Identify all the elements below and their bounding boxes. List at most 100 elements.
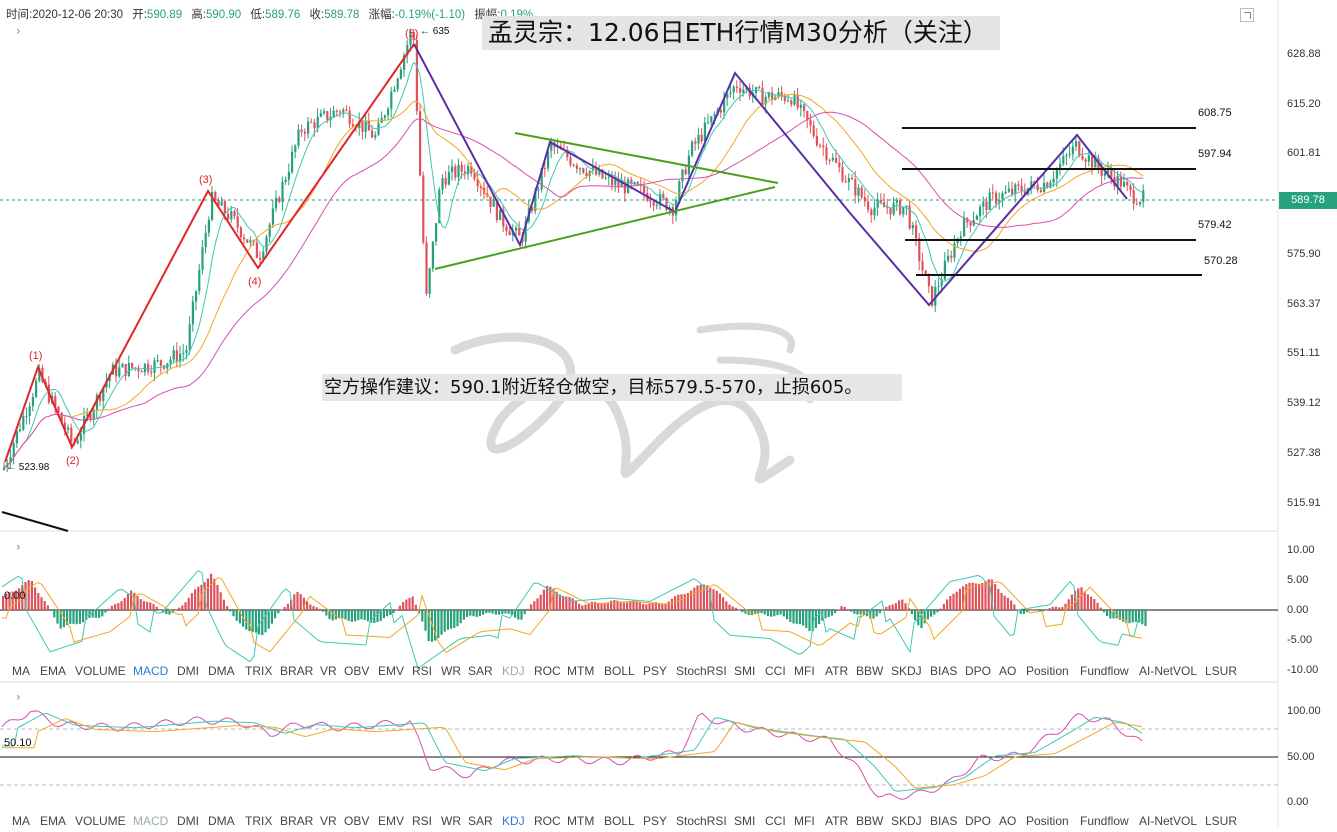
lower-tab-bbw[interactable]: BBW (856, 814, 884, 828)
upper-tab-volume[interactable]: VOLUME (75, 664, 126, 678)
lower-tab-dma[interactable]: DMA (208, 814, 235, 828)
macd-histogram-bar (725, 601, 728, 610)
candle-body (1107, 170, 1110, 173)
candle-body (953, 243, 956, 258)
upper-tab-atr[interactable]: ATR (825, 664, 849, 678)
lower-tab-skdj[interactable]: SKDJ (891, 814, 922, 828)
lower-tab-sar[interactable]: SAR (468, 814, 493, 828)
lower-tab-ai-netvol[interactable]: AI-NetVOL (1139, 814, 1198, 828)
chevron-right-icon[interactable]: › (16, 540, 21, 554)
upper-tab-roc[interactable]: ROC (534, 664, 561, 678)
lower-tab-lsur[interactable]: LSUR (1205, 814, 1238, 828)
lower-tab-position[interactable]: Position (1026, 814, 1069, 828)
lower-tab-ma[interactable]: MA (12, 814, 30, 828)
macd-histogram-bar (1109, 610, 1112, 619)
upper-tab-obv[interactable]: OBV (344, 664, 370, 678)
lower-tab-macd[interactable]: MACD (133, 814, 169, 828)
open-label: 开: (132, 9, 147, 21)
upper-tab-dma[interactable]: DMA (208, 664, 235, 678)
lower-tab-rsi[interactable]: RSI (412, 814, 433, 828)
upper-tab-ao[interactable]: AO (999, 664, 1017, 678)
macd-histogram-bar (773, 610, 776, 617)
upper-tab-position[interactable]: Position (1026, 664, 1069, 678)
lower-tab-mfi[interactable]: MFI (794, 814, 815, 828)
upper-tab-smi[interactable]: SMI (734, 664, 756, 678)
upper-tab-bias[interactable]: BIAS (930, 664, 958, 678)
candle-body (1039, 190, 1042, 192)
macd-histogram-bar (1045, 610, 1048, 611)
upper-tab-fundflow[interactable]: Fundflow (1080, 664, 1129, 678)
lower-tab-dmi[interactable]: DMI (177, 814, 199, 828)
candle-body (1055, 169, 1058, 179)
upper-tab-skdj[interactable]: SKDJ (891, 664, 922, 678)
candle-body (127, 363, 130, 376)
lower-tab-ao[interactable]: AO (999, 814, 1017, 828)
upper-tab-rsi[interactable]: RSI (412, 664, 433, 678)
candle-body (694, 141, 697, 144)
upper-tab-emv[interactable]: EMV (378, 664, 405, 678)
upper-tab-boll[interactable]: BOLL (604, 664, 635, 678)
upper-tab-lsur[interactable]: LSUR (1205, 664, 1238, 678)
lower-tab-boll[interactable]: BOLL (604, 814, 635, 828)
chevron-right-icon[interactable]: › (16, 24, 21, 38)
lower-tab-wr[interactable]: WR (441, 814, 461, 828)
macd-histogram-bar (760, 610, 763, 614)
lower-tab-obv[interactable]: OBV (344, 814, 370, 828)
macd-histogram-bar (1093, 599, 1096, 610)
macd-histogram-bar (107, 608, 110, 610)
upper-tab-kdj[interactable]: KDJ (502, 664, 525, 678)
lower-tab-ema[interactable]: EMA (40, 814, 67, 828)
lower-tab-volume[interactable]: VOLUME (75, 814, 126, 828)
kdj-d-line (2, 718, 1143, 789)
upper-tab-ma[interactable]: MA (12, 664, 30, 678)
upper-tab-mfi[interactable]: MFI (794, 664, 815, 678)
upper-tab-stochrsi[interactable]: StochRSI (676, 664, 727, 678)
macd-histogram-bar (597, 602, 600, 610)
price-axis[interactable]: 628.88 615.20 601.81 589.78 575.90 563.3… (1279, 0, 1337, 828)
candle-body (457, 164, 460, 178)
upper-tab-wr[interactable]: WR (441, 664, 461, 678)
upper-tab-cci[interactable]: CCI (765, 664, 786, 678)
macd-histogram-bar (974, 583, 977, 610)
upper-tab-psy[interactable]: PSY (643, 664, 668, 678)
lower-tab-smi[interactable]: SMI (734, 814, 756, 828)
wave-label-4: (4) (248, 276, 262, 288)
lower-tab-roc[interactable]: ROC (534, 814, 561, 828)
upper-tab-ai-netvol[interactable]: AI-NetVOL (1139, 664, 1198, 678)
chevron-right-icon[interactable]: › (16, 690, 21, 704)
upper-tab-trix[interactable]: TRIX (245, 664, 273, 678)
macd-histogram-bar (558, 594, 561, 610)
lower-tab-dpo[interactable]: DPO (965, 814, 992, 828)
lower-tab-mtm[interactable]: MTM (567, 814, 595, 828)
lower-tab-kdj[interactable]: KDJ (502, 814, 525, 828)
lower-tab-trix[interactable]: TRIX (245, 814, 273, 828)
macd-histogram-bar (754, 610, 757, 615)
upper-tab-dmi[interactable]: DMI (177, 664, 199, 678)
lower-tab-emv[interactable]: EMV (378, 814, 405, 828)
upper-tab-dpo[interactable]: DPO (965, 664, 992, 678)
upper-tab-brar[interactable]: BRAR (280, 664, 314, 678)
upper-tab-sar[interactable]: SAR (468, 664, 493, 678)
lower-tab-vr[interactable]: VR (320, 814, 337, 828)
lower-tab-fundflow[interactable]: Fundflow (1080, 814, 1129, 828)
lower-tab-atr[interactable]: ATR (825, 814, 849, 828)
macd-histogram-bar (962, 586, 965, 610)
upper-tab-macd[interactable]: MACD (133, 664, 169, 678)
expand-icon[interactable] (1240, 8, 1254, 22)
upper-tab-vr[interactable]: VR (320, 664, 337, 678)
upper-tab-bbw[interactable]: BBW (856, 664, 884, 678)
lower-tab-cci[interactable]: CCI (765, 814, 786, 828)
upper-tab-mtm[interactable]: MTM (567, 664, 595, 678)
price-tick: 527.38 (1287, 447, 1321, 459)
upper-tab-ema[interactable]: EMA (40, 664, 67, 678)
lower-tab-brar[interactable]: BRAR (280, 814, 314, 828)
candle-body (502, 209, 505, 227)
high-label: 高: (191, 9, 207, 21)
macd-histogram-bar (1006, 597, 1009, 610)
macd-histogram-bar (178, 607, 181, 610)
lower-tab-bias[interactable]: BIAS (930, 814, 958, 828)
lower-tab-stochrsi[interactable]: StochRSI (676, 814, 727, 828)
macd-histogram-bar (920, 610, 923, 629)
lower-tab-psy[interactable]: PSY (643, 814, 668, 828)
